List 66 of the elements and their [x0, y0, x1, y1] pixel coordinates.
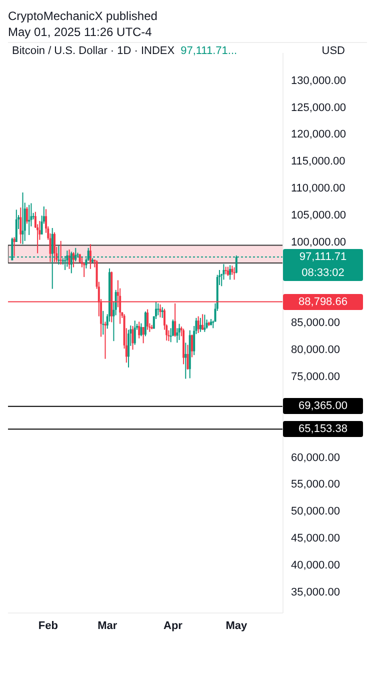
chart-subtitle: 97,111.71... [180, 45, 238, 57]
candlestick [144, 310, 146, 337]
candlestick [20, 207, 22, 244]
x-tick-label: Apr [164, 620, 184, 632]
text: May 01, 2025 11:26 UTC-4 [8, 24, 153, 40]
candlestick [102, 310, 104, 336]
text: 08:33:02 [300, 266, 346, 281]
x-tick-label: Feb [38, 620, 58, 632]
candlestick [186, 344, 189, 370]
y-tick-label: 130,000.00 [291, 74, 346, 87]
y-tick-label: 60,000.00 [291, 452, 340, 464]
ref-line-label: 69,365.00 [283, 398, 363, 414]
candlestick [28, 204, 30, 236]
y-tick-label: 45,000.00 [291, 532, 340, 545]
candlestick [231, 265, 234, 276]
chart-title: Bitcoin / U.S. Dollar · 1D · INDEX [12, 45, 175, 57]
candlestick [197, 316, 200, 334]
x-tick-label: May [226, 620, 248, 632]
candlestick [22, 192, 24, 245]
ref-line-label: 88,798.66 [283, 294, 363, 310]
ref-line-label: 97,111.71 [298, 250, 348, 265]
x-tick-label: Mar [98, 620, 118, 632]
candlestick [68, 249, 70, 270]
candlestick [60, 240, 62, 266]
y-axis-title: USD [322, 44, 345, 59]
candlestick [140, 322, 142, 337]
y-tick-label: 115,000.00 [291, 156, 346, 168]
y-tick-label: 125,000.00 [291, 102, 346, 114]
candlestick [15, 209, 18, 242]
y-tick-label: 85,000.00 [291, 317, 340, 330]
candlestick [199, 317, 202, 332]
candlestick [204, 314, 206, 332]
y-tick-label: 40,000.00 [291, 559, 340, 572]
y-tick-label: 75,000.00 [291, 370, 340, 383]
y-tick-label: 35,000.00 [291, 586, 340, 598]
candlestick [134, 320, 136, 346]
ref-line-label: 65,153.38 [283, 421, 363, 438]
candlestick [178, 323, 180, 340]
y-tick-label: 105,000.00 [291, 209, 346, 222]
candlestick [202, 314, 204, 330]
candlestick [104, 321, 106, 360]
candlestick [142, 326, 144, 344]
candlestick [190, 334, 193, 358]
candlestick [226, 266, 229, 276]
candlestick [233, 266, 236, 280]
y-tick-label: 120,000.00 [291, 128, 346, 141]
y-tick-label: 110,000.00 [291, 182, 346, 195]
candlestick [159, 304, 162, 318]
candlestick [184, 342, 187, 380]
candlestick [89, 244, 92, 270]
text: CryptoMechanicX published [8, 8, 158, 24]
candlestick [132, 326, 134, 350]
candlestick [128, 329, 130, 368]
candlestick [161, 306, 164, 318]
candlestick [146, 308, 149, 330]
candlestick [13, 236, 16, 256]
candlestick [26, 206, 28, 224]
y-tick-label: 100,000.00 [291, 236, 346, 248]
candlestick [53, 232, 56, 262]
y-tick-label: 50,000.00 [291, 506, 340, 518]
candlestick [157, 302, 160, 316]
candlestick [138, 321, 140, 339]
candlestick [229, 264, 232, 280]
candlestick [176, 328, 178, 344]
y-tick-label: 55,000.00 [291, 478, 340, 491]
y-tick-label: 80,000.00 [291, 344, 340, 356]
